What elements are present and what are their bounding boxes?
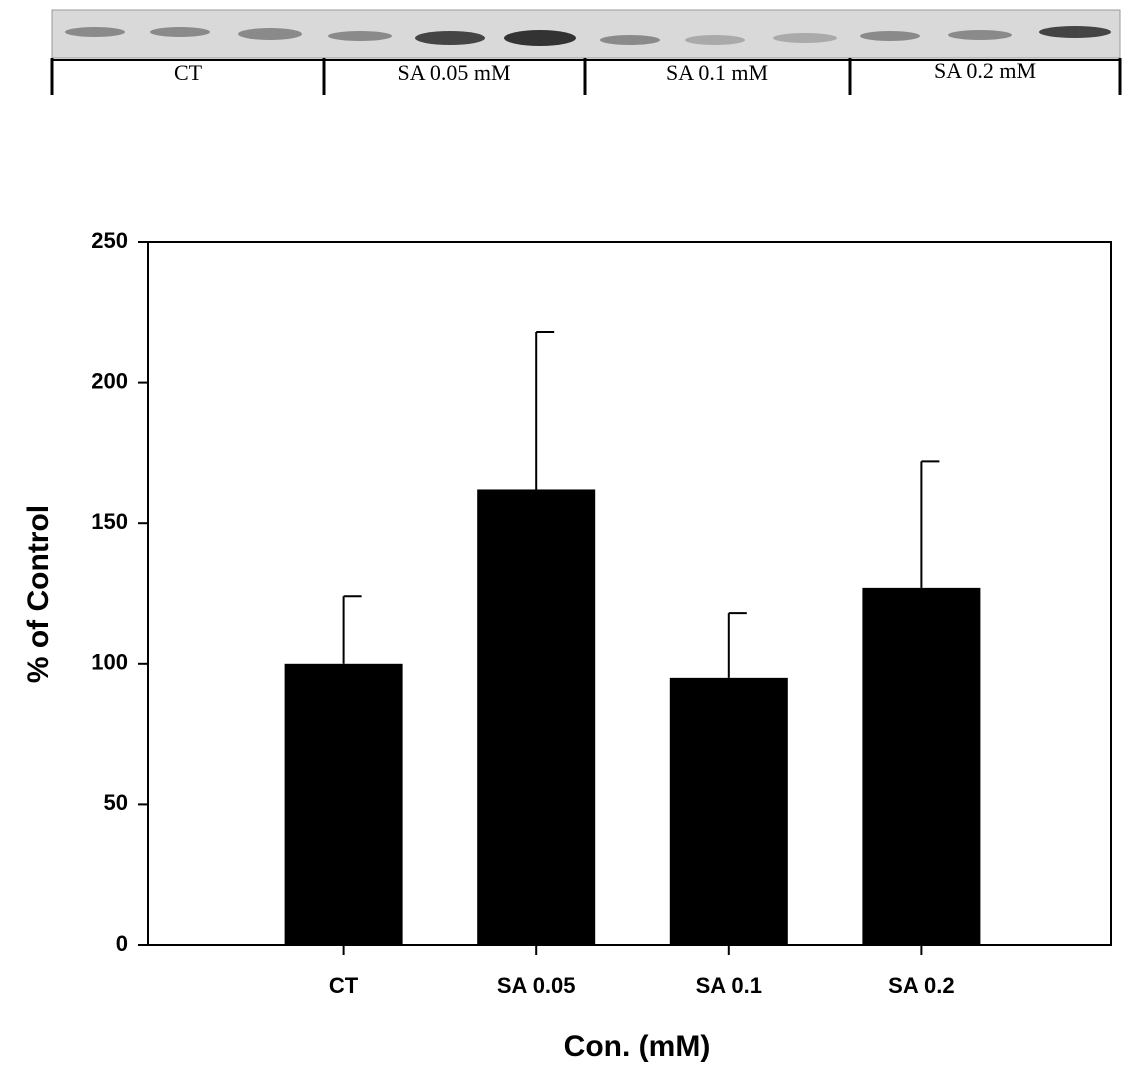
y-axis-title: % of Control <box>22 505 55 683</box>
x-tick-label: CT <box>329 973 359 998</box>
bar <box>477 489 596 945</box>
x-tick-label: SA 0.1 <box>696 973 762 998</box>
lane-label: SA 0.05 mM <box>397 60 510 85</box>
lane-separators <box>50 58 1122 95</box>
bar <box>284 663 403 945</box>
x-axis-title: Con. (mM) <box>564 1030 711 1063</box>
y-tick-label: 100 <box>91 650 128 675</box>
lane-label: CT <box>174 60 203 85</box>
y-tick-label: 200 <box>91 368 128 393</box>
y-tick-label: 150 <box>91 509 128 534</box>
blot-membrane <box>51 9 1121 59</box>
y-tick-label: 50 <box>104 790 128 815</box>
plot-frame <box>147 241 1112 946</box>
bar <box>862 587 981 945</box>
blot-bands <box>65 26 1111 46</box>
y-tick-label: 0 <box>116 931 128 956</box>
x-tick-label: SA 0.2 <box>888 973 954 998</box>
blot: CT SA 0.05 mM SA 0.1 mM SA 0.2 mM <box>50 9 1122 95</box>
y-tick-label: 250 <box>91 228 128 253</box>
lane-label: SA 0.1 mM <box>666 60 768 85</box>
bar <box>669 677 788 945</box>
x-tick-label: SA 0.05 <box>497 973 576 998</box>
lane-label: SA 0.2 mM <box>934 58 1036 83</box>
